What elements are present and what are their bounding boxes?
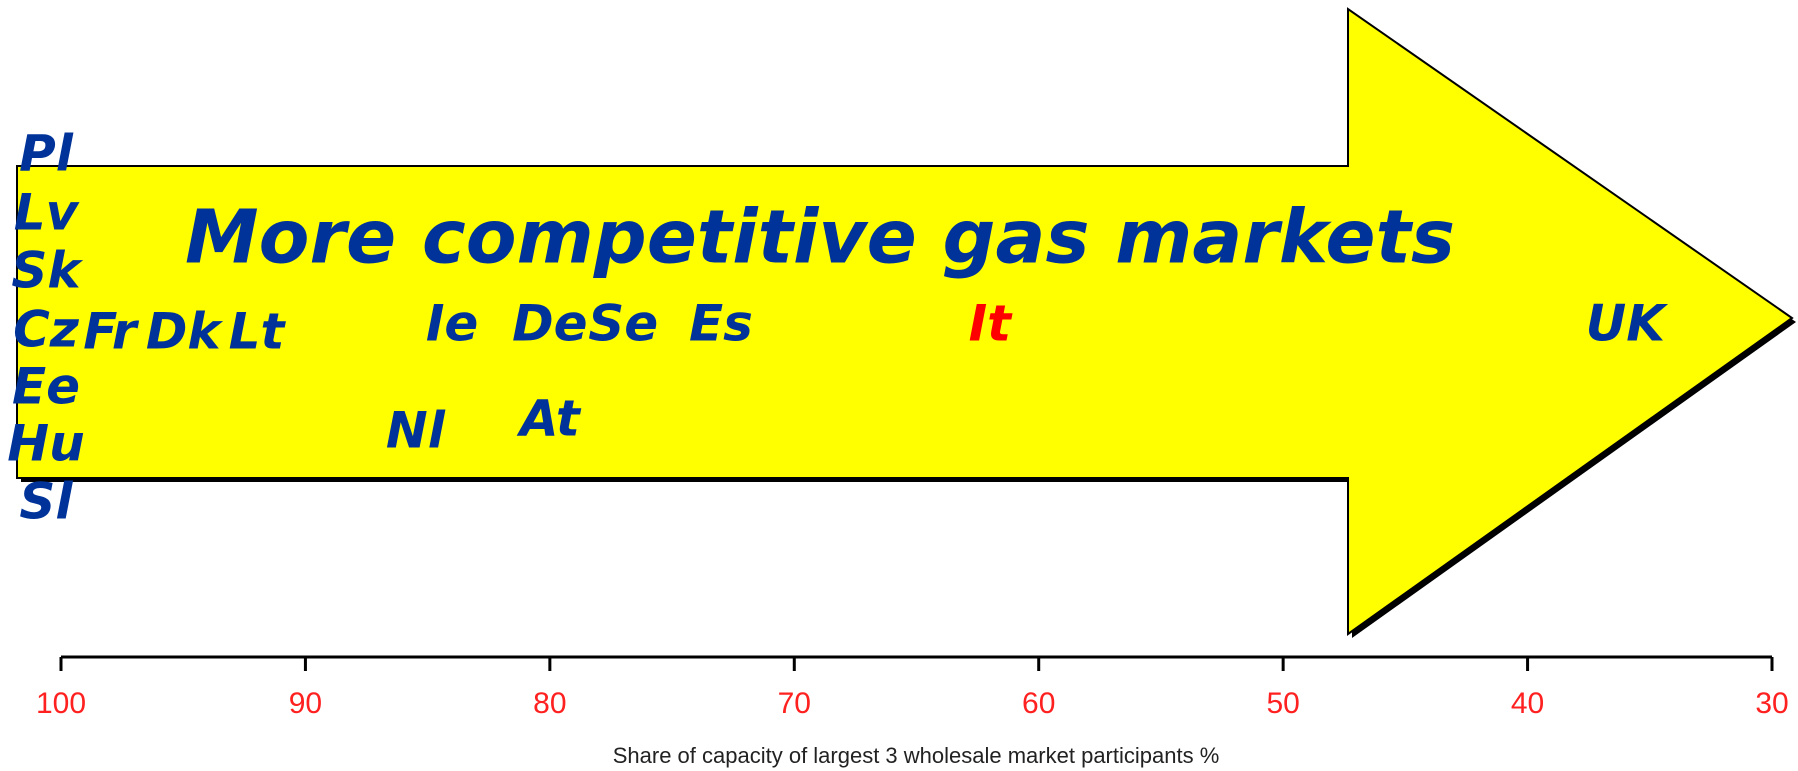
x-tick-label: 50 [1266, 687, 1299, 720]
point-label: Lt [229, 303, 287, 361]
point-label: Ie [426, 295, 479, 353]
point-label: Pl [19, 125, 74, 183]
point-label: Sl [19, 473, 73, 531]
arrow [16, 7, 1794, 636]
point-label: Sk [11, 242, 83, 300]
point-label: Se [588, 295, 658, 353]
x-tick-label: 90 [289, 687, 322, 720]
point-label: Ee [12, 358, 80, 416]
x-tick-label: 30 [1755, 687, 1788, 720]
x-tick-label: 40 [1511, 687, 1544, 720]
point-label: Hu [7, 415, 84, 473]
x-tick-label: 80 [533, 687, 566, 720]
point-label: Nl [386, 402, 446, 460]
point-label: UK [1586, 295, 1669, 353]
x-tick-label: 100 [36, 687, 86, 720]
point-label: Cz [13, 301, 80, 359]
x-tick-label: 70 [778, 687, 811, 720]
x-axis-title: Share of capacity of largest 3 wholesale… [613, 743, 1220, 768]
annotation: More competitive gas markets [185, 195, 1455, 281]
point-label: Dk [146, 303, 224, 361]
point-label: Fr [83, 303, 140, 361]
point-label: It [969, 295, 1014, 353]
point-label: At [516, 390, 582, 448]
point-label: De [512, 295, 587, 353]
point-label: Es [689, 295, 753, 353]
x-tick-label: 60 [1022, 687, 1055, 720]
point-label: Lv [14, 184, 80, 242]
